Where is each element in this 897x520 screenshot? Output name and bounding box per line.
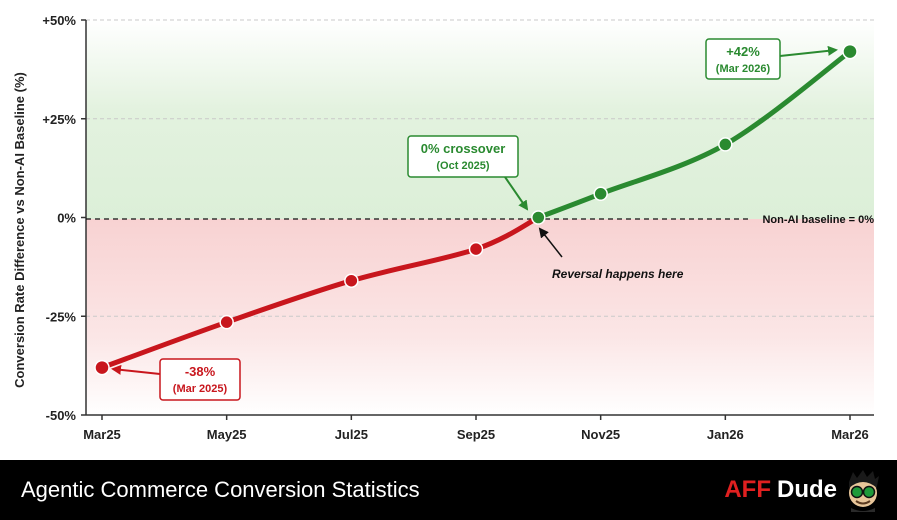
y-tick-label: 0% bbox=[57, 211, 76, 226]
x-tick-label: Sep25 bbox=[457, 427, 495, 442]
y-axis-label: Conversion Rate Difference vs Non-AI Bas… bbox=[12, 72, 27, 388]
x-tick-label: Mar26 bbox=[831, 427, 869, 442]
crossover-callout-arrow bbox=[504, 176, 529, 211]
start-callout-arrow bbox=[111, 364, 161, 375]
x-tick-label: Mar25 bbox=[83, 427, 121, 442]
end-callout-date: (Mar 2026) bbox=[716, 63, 771, 75]
x-axis-ticks: Mar25 May25 Jul25 Sep25 Nov25 Jan26 Mar26 bbox=[83, 415, 869, 442]
start-callout-box bbox=[159, 358, 241, 401]
x-tick-label: Nov25 bbox=[581, 427, 620, 442]
brand-logo-part2: Dude bbox=[777, 476, 837, 503]
mascot-icon bbox=[849, 470, 879, 512]
data-point bbox=[531, 210, 546, 225]
footer-title: Agentic Commerce Conversion Statistics bbox=[21, 477, 420, 502]
reversal-note: Reversal happens here bbox=[538, 227, 684, 281]
brand-logo: AFF Dude bbox=[724, 467, 883, 513]
x-tick-label: May25 bbox=[207, 427, 247, 442]
data-points bbox=[94, 43, 858, 376]
positive-series-line bbox=[535, 49, 853, 220]
end-callout: +42% (Mar 2026) bbox=[705, 38, 838, 80]
data-point bbox=[593, 186, 608, 202]
start-callout: -38% (Mar 2025) bbox=[111, 358, 241, 401]
reversal-arrow bbox=[538, 227, 563, 258]
crossover-callout: 0% crossover (Oct 2025) bbox=[407, 135, 529, 211]
baseline-label: Non-AI baseline = 0% bbox=[762, 214, 874, 226]
x-tick-label: Jul25 bbox=[335, 427, 368, 442]
crossover-callout-box bbox=[407, 135, 519, 178]
start-callout-value: -38% bbox=[185, 364, 216, 379]
data-point bbox=[219, 314, 234, 330]
end-callout-box bbox=[705, 38, 781, 80]
y-tick-label: +25% bbox=[42, 112, 76, 127]
end-callout-value: +42% bbox=[726, 44, 760, 59]
y-tick-label: -25% bbox=[46, 309, 77, 324]
end-callout-arrow bbox=[779, 45, 838, 57]
crossover-callout-value: 0% crossover bbox=[421, 141, 506, 156]
conversion-chart: +50% +25% 0% -25% -50% Mar25 May25 Jul25 Sep25 N… bbox=[12, 13, 874, 442]
chart-area: +50% +25% 0% -25% -50% Mar25 May25 Jul25 Sep25 N… bbox=[12, 13, 874, 442]
data-point bbox=[344, 273, 359, 288]
reversal-note-text: Reversal happens here bbox=[552, 267, 684, 281]
data-point bbox=[842, 43, 858, 60]
data-point bbox=[94, 359, 110, 376]
x-tick-label: Jan26 bbox=[707, 427, 744, 442]
y-axis-ticks: +50% +25% 0% -25% -50% bbox=[42, 13, 86, 423]
crossover-callout-date: (Oct 2025) bbox=[436, 160, 490, 172]
data-point bbox=[468, 241, 484, 257]
brand-logo-part1: AFF bbox=[724, 476, 771, 503]
grid-lines bbox=[86, 19, 874, 317]
start-callout-date: (Mar 2025) bbox=[173, 383, 228, 395]
y-tick-label: +50% bbox=[42, 13, 76, 28]
footer-bar: Agentic Commerce Conversion Statistics A… bbox=[0, 460, 897, 520]
y-tick-label: -50% bbox=[46, 408, 77, 423]
data-point bbox=[718, 137, 733, 152]
